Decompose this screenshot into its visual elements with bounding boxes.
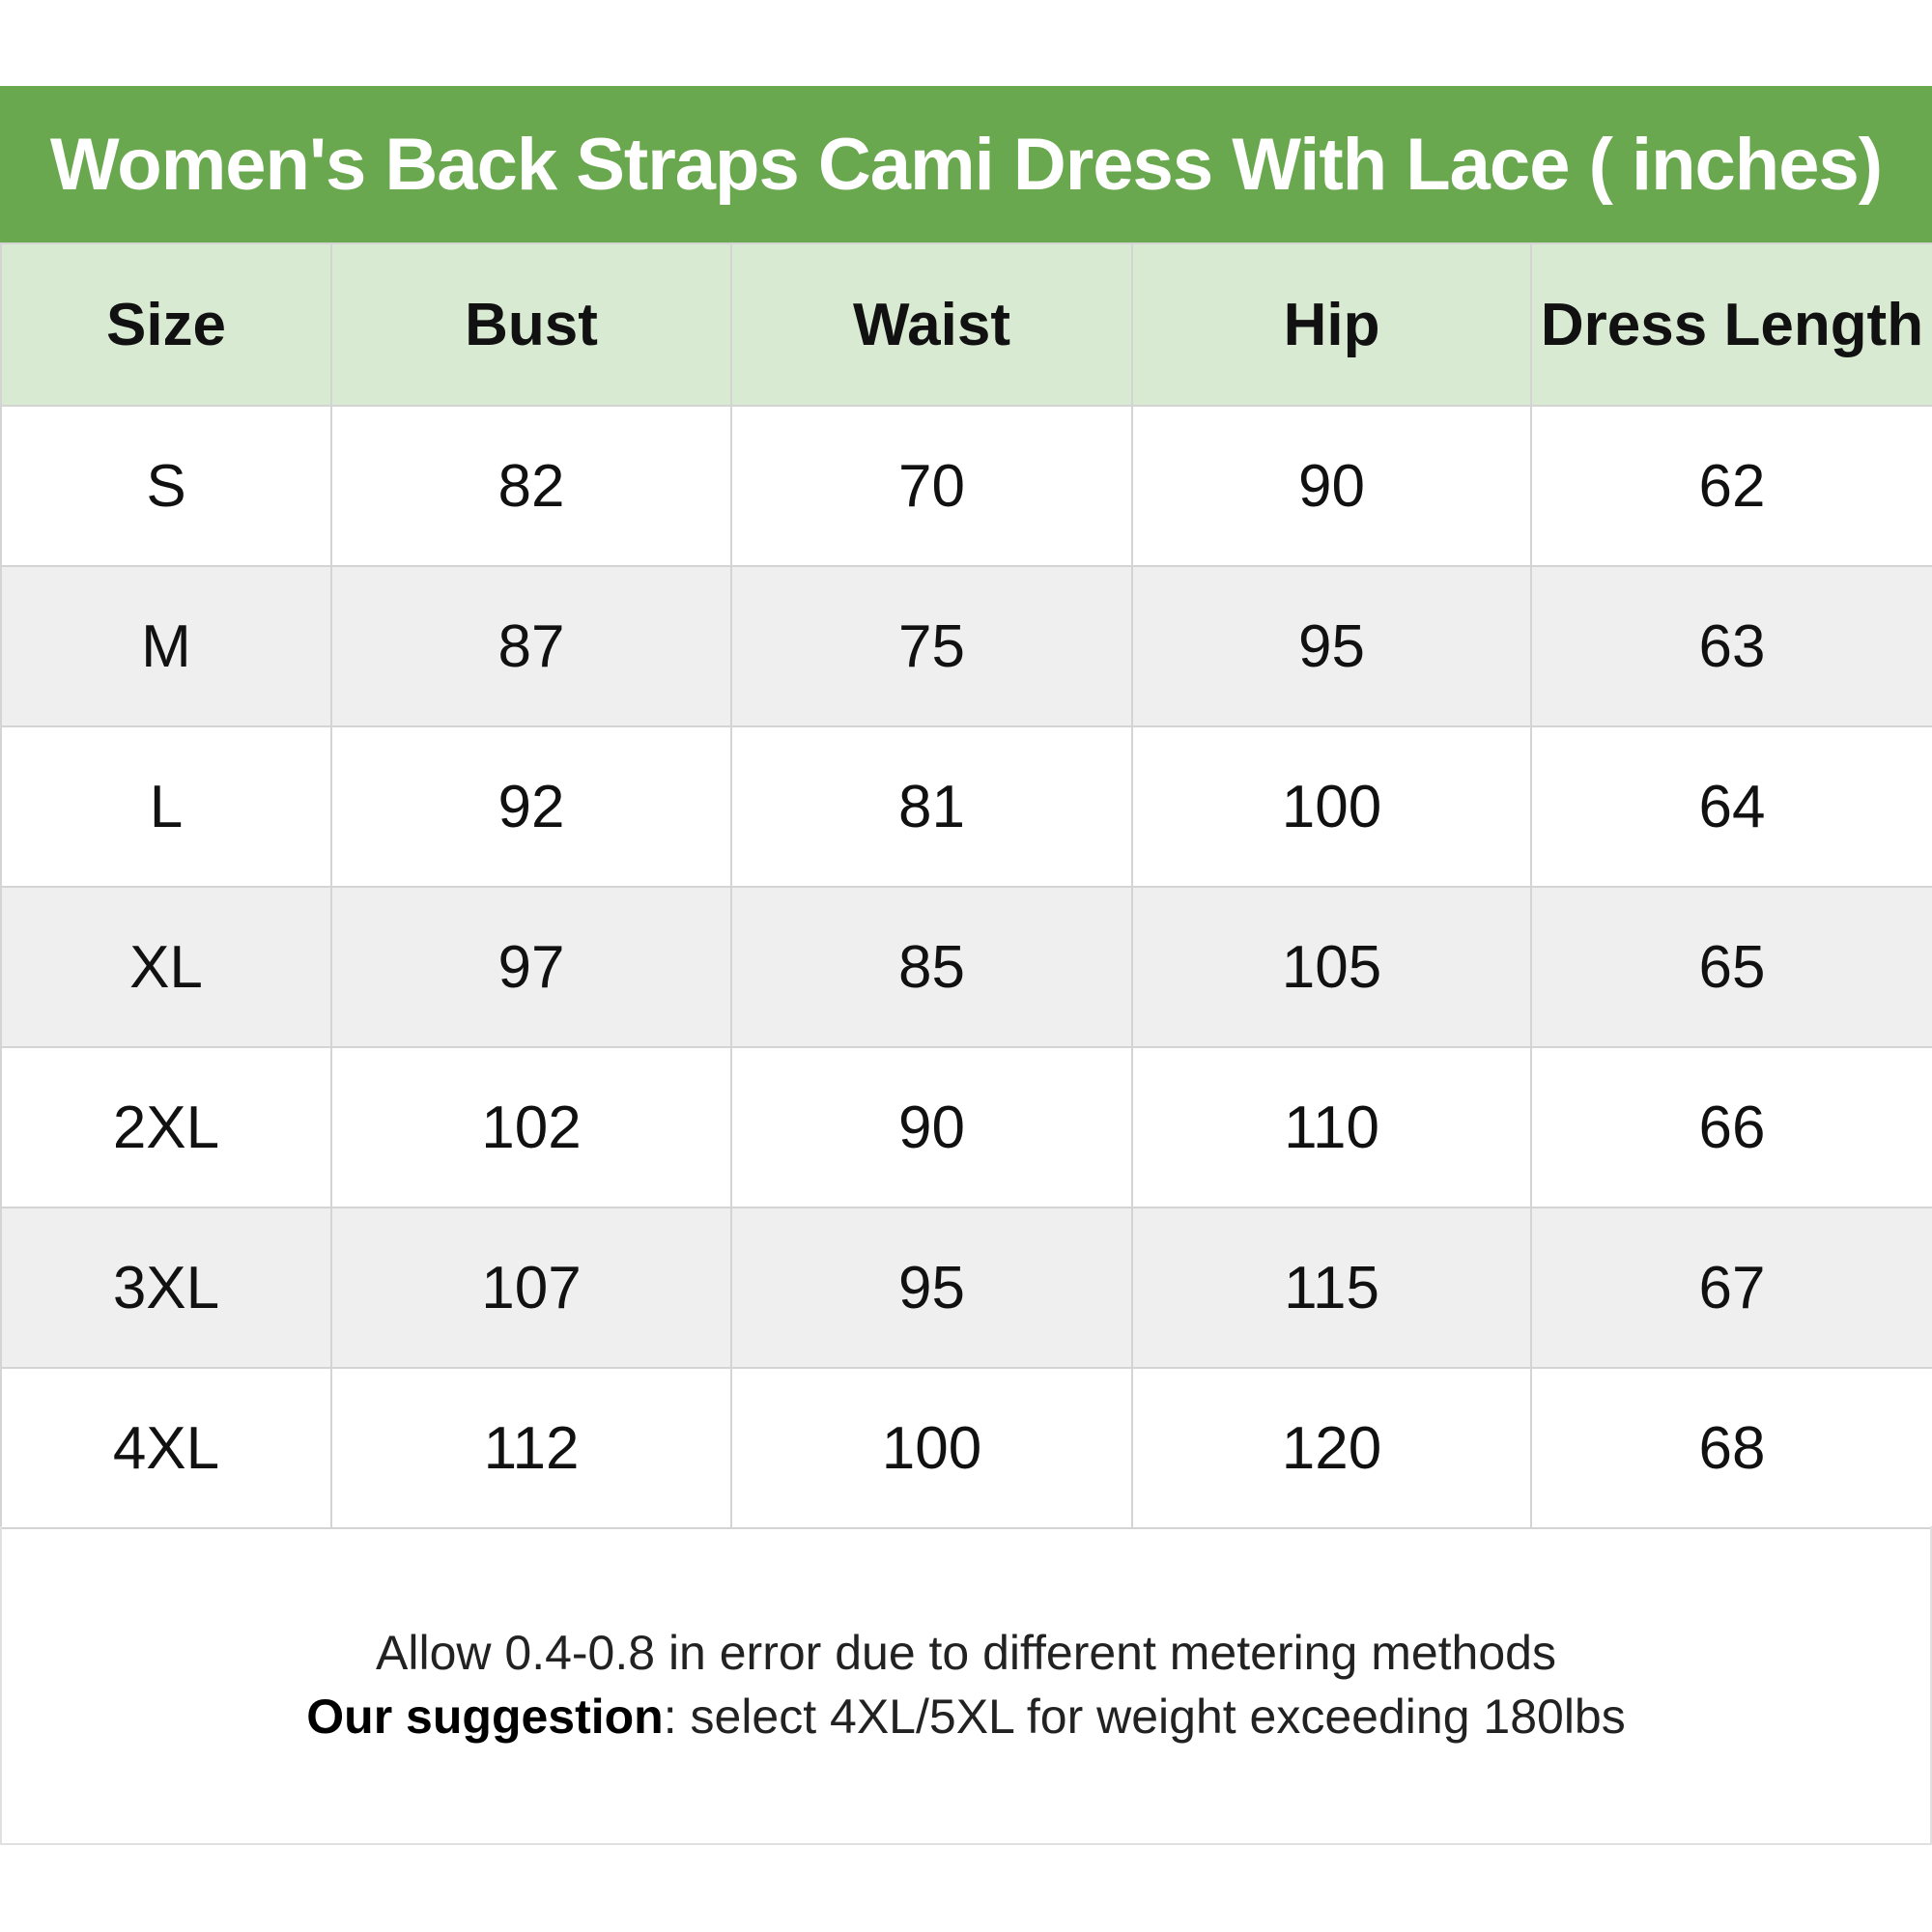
table-row: 3XL 107 95 115 67: [0, 1207, 1932, 1369]
cell-bust: 92: [330, 725, 732, 888]
cell-size: XL: [0, 886, 332, 1048]
header-row: Size Bust Waist Hip Dress Length: [0, 242, 1932, 407]
cell-hip: 115: [1131, 1207, 1532, 1369]
cell-size: 3XL: [0, 1207, 332, 1369]
header-dress-length: Dress Length: [1530, 242, 1932, 407]
table-row: XL 97 85 105 65: [0, 886, 1932, 1048]
chart-title: Women's Back Straps Cami Dress With Lace…: [0, 86, 1932, 242]
cell-dress-length: 64: [1530, 725, 1932, 888]
cell-size: S: [0, 405, 332, 567]
footer-notes: Allow 0.4-0.8 in error due to different …: [0, 1526, 1932, 1845]
cell-waist: 70: [730, 405, 1133, 567]
cell-dress-length: 66: [1530, 1046, 1932, 1208]
cell-hip: 90: [1131, 405, 1532, 567]
cell-bust: 82: [330, 405, 732, 567]
cell-bust: 102: [330, 1046, 732, 1208]
table-row: S 82 70 90 62: [0, 405, 1932, 567]
error-note: Allow 0.4-0.8 in error due to different …: [376, 1626, 1556, 1680]
cell-waist: 95: [730, 1207, 1133, 1369]
cell-size: L: [0, 725, 332, 888]
cell-size: 2XL: [0, 1046, 332, 1208]
cell-dress-length: 65: [1530, 886, 1932, 1048]
table-row: L 92 81 100 64: [0, 725, 1932, 888]
cell-size: M: [0, 565, 332, 727]
cell-waist: 75: [730, 565, 1133, 727]
cell-waist: 100: [730, 1367, 1133, 1529]
cell-bust: 107: [330, 1207, 732, 1369]
cell-dress-length: 62: [1530, 405, 1932, 567]
header-bust: Bust: [330, 242, 732, 407]
suggestion-text: : select 4XL/5XL for weight exceeding 18…: [663, 1690, 1626, 1744]
table-row: 2XL 102 90 110 66: [0, 1046, 1932, 1208]
cell-hip: 120: [1131, 1367, 1532, 1529]
table-row: 4XL 112 100 120 68: [0, 1367, 1932, 1529]
cell-bust: 87: [330, 565, 732, 727]
cell-bust: 112: [330, 1367, 732, 1529]
cell-hip: 105: [1131, 886, 1532, 1048]
header-size: Size: [0, 242, 332, 407]
header-waist: Waist: [730, 242, 1133, 407]
cell-bust: 97: [330, 886, 732, 1048]
cell-dress-length: 67: [1530, 1207, 1932, 1369]
cell-hip: 100: [1131, 725, 1532, 888]
cell-hip: 95: [1131, 565, 1532, 727]
cell-dress-length: 63: [1530, 565, 1932, 727]
suggestion-line: Our suggestion: select 4XL/5XL for weigh…: [306, 1685, 1625, 1748]
cell-hip: 110: [1131, 1046, 1532, 1208]
cell-size: 4XL: [0, 1367, 332, 1529]
header-hip: Hip: [1131, 242, 1532, 407]
size-table: Size Bust Waist Hip Dress Length S 82 70 90…: [0, 242, 1932, 1529]
cell-waist: 90: [730, 1046, 1133, 1208]
suggestion-label: Our suggestion: [306, 1690, 664, 1744]
cell-waist: 85: [730, 886, 1133, 1048]
cell-dress-length: 68: [1530, 1367, 1932, 1529]
cell-waist: 81: [730, 725, 1133, 888]
table-row: M 87 75 95 63: [0, 565, 1932, 727]
